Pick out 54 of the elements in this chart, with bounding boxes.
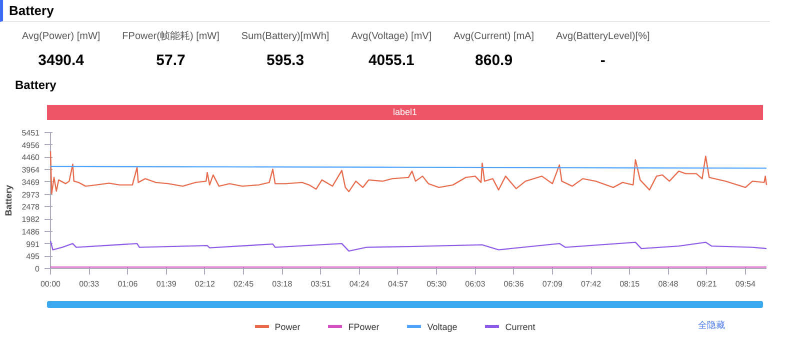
x-tick-label: 07:09 [542,280,563,288]
y-tick-label: 495 [26,252,40,262]
x-tick-label: 07:42 [581,280,602,288]
x-tick-label: 08:48 [658,280,679,288]
text: label1 [47,105,763,120]
line-series [50,150,768,194]
y-tick-label: 991 [26,240,40,249]
x-tick-label: 05:30 [426,280,448,288]
x-tick-label: 09:54 [735,280,756,288]
x-tick-label: 00:33 [79,280,100,288]
y-tick-label: 4956 [22,140,40,150]
y-tick-label: 2973 [22,190,40,200]
x-tick-label: 01:39 [156,280,177,288]
y-tick-label: 3469 [22,178,40,187]
text: - [600,52,606,70]
legend-label: Voltage [426,320,458,334]
x-tick-label: 03:18 [272,280,293,288]
text: Battery [0,0,770,22]
x-tick-label: 08:15 [620,280,640,288]
y-tick-label: 2478 [22,202,40,212]
x-tick-label: 02:12 [194,280,216,288]
legend-label: Current [504,320,536,334]
y-tick-label: 1486 [22,227,40,236]
x-tick-label: 01:06 [118,280,138,288]
y-axis-title: Battery [4,184,14,216]
x-tick-label: 04:57 [388,280,409,288]
category-label: Avg(Voltage) [mV] [351,30,432,44]
text: 3490.4 [38,52,84,70]
x-tick-label: 06:03 [465,280,486,288]
x-tick-label: 03:51 [310,280,332,288]
text: 4055.1 [368,52,414,70]
line-series [50,240,768,252]
y-tick-label: 1982 [22,215,40,224]
y-tick-label: 3964 [22,166,40,175]
category-label: FPower(帧能耗) [mW] [122,30,220,44]
legend-label: Power [274,320,300,334]
category-label: Sum(Battery)[mWh] [241,30,330,44]
x-tick-label: 04:24 [349,280,370,288]
text: 595.3 [266,52,304,70]
legend-label: FPower [347,320,380,334]
chart-title: Battery [14,77,56,94]
y-tick-label: 0 [35,264,40,274]
x-tick-label: 09:21 [696,280,718,288]
text: 860.9 [475,52,513,70]
x-tick-label: 02:45 [234,280,254,288]
category-label: Avg(Current) [mA] [454,30,534,44]
x-tick-label: 06:36 [504,280,524,288]
category-label: Avg(Power) [mW] [22,30,100,44]
text: 全隐藏 [698,319,725,332]
text: 57.7 [156,52,186,70]
y-tick-label: 4460 [22,153,40,162]
y-tick-label: 5451 [22,128,40,138]
category-label: Avg(BatteryLevel)[%] [556,30,650,44]
x-tick-label: 00:00 [40,280,62,288]
